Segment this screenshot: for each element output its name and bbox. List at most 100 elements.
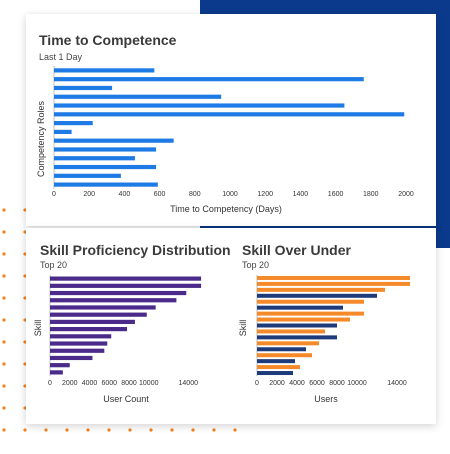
x-tick-label: 600 <box>154 191 166 198</box>
x-tick-label: 8000 <box>329 380 345 387</box>
x-tick-label: 6000 <box>309 380 325 387</box>
bar <box>50 319 135 324</box>
bar <box>257 281 410 286</box>
x-tick-label: 6000 <box>101 380 117 387</box>
bar <box>257 323 337 328</box>
bar <box>50 348 105 353</box>
x-tick-label: 2000 <box>269 380 285 387</box>
decorative-dot <box>2 384 6 388</box>
x-tick-label: 0 <box>48 380 52 387</box>
bar <box>54 103 345 108</box>
decorative-dot <box>2 296 6 300</box>
bar <box>257 275 410 280</box>
bar <box>50 334 112 339</box>
x-tick-label: 0 <box>255 380 259 387</box>
decorative-dot <box>191 428 195 432</box>
x-tick-label: 4000 <box>289 380 305 387</box>
bar <box>54 121 93 126</box>
decorative-dot <box>23 252 27 256</box>
bar <box>50 290 187 296</box>
x-tick-label: 0 <box>52 191 56 198</box>
bar <box>257 311 364 316</box>
decorative-dot <box>2 406 6 410</box>
skills-card: Skill Proficiency Distribution Top 20 Sk… <box>26 228 436 424</box>
x-axis-label: Time to Competency (Days) <box>170 204 282 214</box>
decorative-dot <box>212 428 216 432</box>
decorative-dot <box>149 428 153 432</box>
bar <box>54 164 157 170</box>
x-tick-label: 10000 <box>347 380 367 387</box>
bar <box>50 341 108 346</box>
bar <box>54 156 135 161</box>
bar <box>54 77 364 82</box>
bar <box>50 355 93 361</box>
bar <box>257 293 377 298</box>
chart-subtitle: Top 20 <box>40 260 68 270</box>
bar <box>257 353 312 358</box>
bar <box>50 305 156 310</box>
bar <box>257 365 300 370</box>
bar <box>257 287 385 292</box>
decorative-dot <box>23 362 27 366</box>
decorative-dot <box>23 384 27 388</box>
decorative-dot <box>65 428 69 432</box>
chart-title: Skill Over Under <box>242 242 351 258</box>
bar <box>257 347 306 352</box>
x-tick-label: 14000 <box>179 380 199 387</box>
x-tick-label: 4000 <box>82 380 98 387</box>
bar <box>257 335 337 340</box>
bar <box>54 68 155 73</box>
decorative-dot <box>23 428 27 432</box>
bar <box>54 173 121 178</box>
y-axis-label: Skill <box>238 320 248 337</box>
decorative-dot <box>2 318 6 322</box>
decorative-dot <box>170 428 174 432</box>
decorative-dot <box>2 340 6 344</box>
bar <box>257 305 343 310</box>
x-tick-label: 400 <box>119 191 131 198</box>
bar <box>54 147 157 152</box>
decorative-dot <box>2 428 6 432</box>
decorative-dot <box>23 340 27 344</box>
bar <box>257 317 350 322</box>
bar <box>257 341 319 346</box>
decorative-dot <box>23 208 27 212</box>
decorative-dot <box>23 230 27 234</box>
bar <box>50 312 147 317</box>
x-tick-label: 8000 <box>121 380 137 387</box>
bar <box>257 371 293 376</box>
x-tick-label: 1400 <box>293 191 309 198</box>
bar <box>50 283 202 288</box>
decorative-dot <box>44 428 48 432</box>
bar <box>50 298 177 303</box>
skill-proficiency-chart: Skill User Count 0 2000 4000 6000 8000 10000 1… <box>33 275 202 404</box>
bar <box>50 327 128 332</box>
x-tick-label: 2000 <box>398 191 414 198</box>
chart-subtitle: Top 20 <box>242 260 270 270</box>
decorative-dot <box>23 406 27 410</box>
chart-subtitle: Last 1 Day <box>39 52 83 62</box>
decorative-dot <box>107 428 111 432</box>
decorative-dot <box>233 428 237 432</box>
bar <box>257 299 364 304</box>
chart-title: Skill Proficiency Distribution <box>40 242 231 258</box>
bar <box>54 129 72 134</box>
x-axis-label: Users <box>314 394 338 404</box>
bar <box>54 94 222 99</box>
decorative-dot <box>23 296 27 300</box>
x-tick-label: 1200 <box>257 191 273 198</box>
decorative-dot <box>23 274 27 278</box>
time-to-competence-card: Time to Competence Last 1 Day Competency… <box>26 14 436 226</box>
decorative-dot <box>23 318 27 322</box>
x-tick-label: 1800 <box>363 191 379 198</box>
x-tick-label: 800 <box>189 191 201 198</box>
y-axis-label: Skill <box>33 320 43 337</box>
chart-title: Time to Competence <box>39 32 177 48</box>
time-to-competence-chart: Competency Roles Time to Competency (Day… <box>36 66 414 214</box>
decorative-dot <box>2 230 6 234</box>
decorative-dot <box>2 362 6 366</box>
x-axis-label: User Count <box>103 394 149 404</box>
bar <box>50 363 70 368</box>
skill-over-under-chart: Skill Users 0 2000 4000 6000 8000 10000 14000 <box>238 275 410 404</box>
decorative-dot <box>2 252 6 256</box>
